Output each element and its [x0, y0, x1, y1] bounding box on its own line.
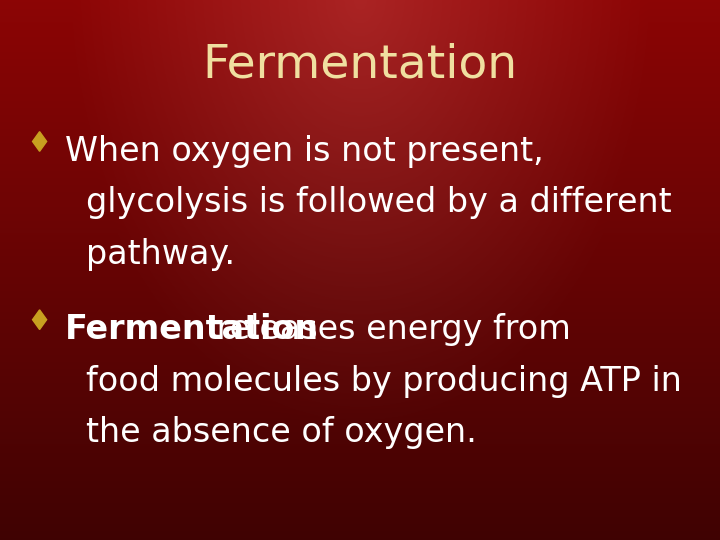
Text: Fermentation: Fermentation: [65, 313, 319, 346]
Text: releases energy from: releases energy from: [206, 313, 571, 346]
Polygon shape: [32, 310, 47, 329]
Text: When oxygen is not present,: When oxygen is not present,: [65, 135, 544, 168]
Polygon shape: [32, 132, 47, 151]
Text: the absence of oxygen.: the absence of oxygen.: [86, 416, 477, 449]
Text: Fermentation: Fermentation: [202, 42, 518, 87]
Text: food molecules by producing ATP in: food molecules by producing ATP in: [86, 364, 683, 397]
Text: pathway.: pathway.: [86, 238, 235, 271]
Text: glycolysis is followed by a different: glycolysis is followed by a different: [86, 186, 672, 219]
